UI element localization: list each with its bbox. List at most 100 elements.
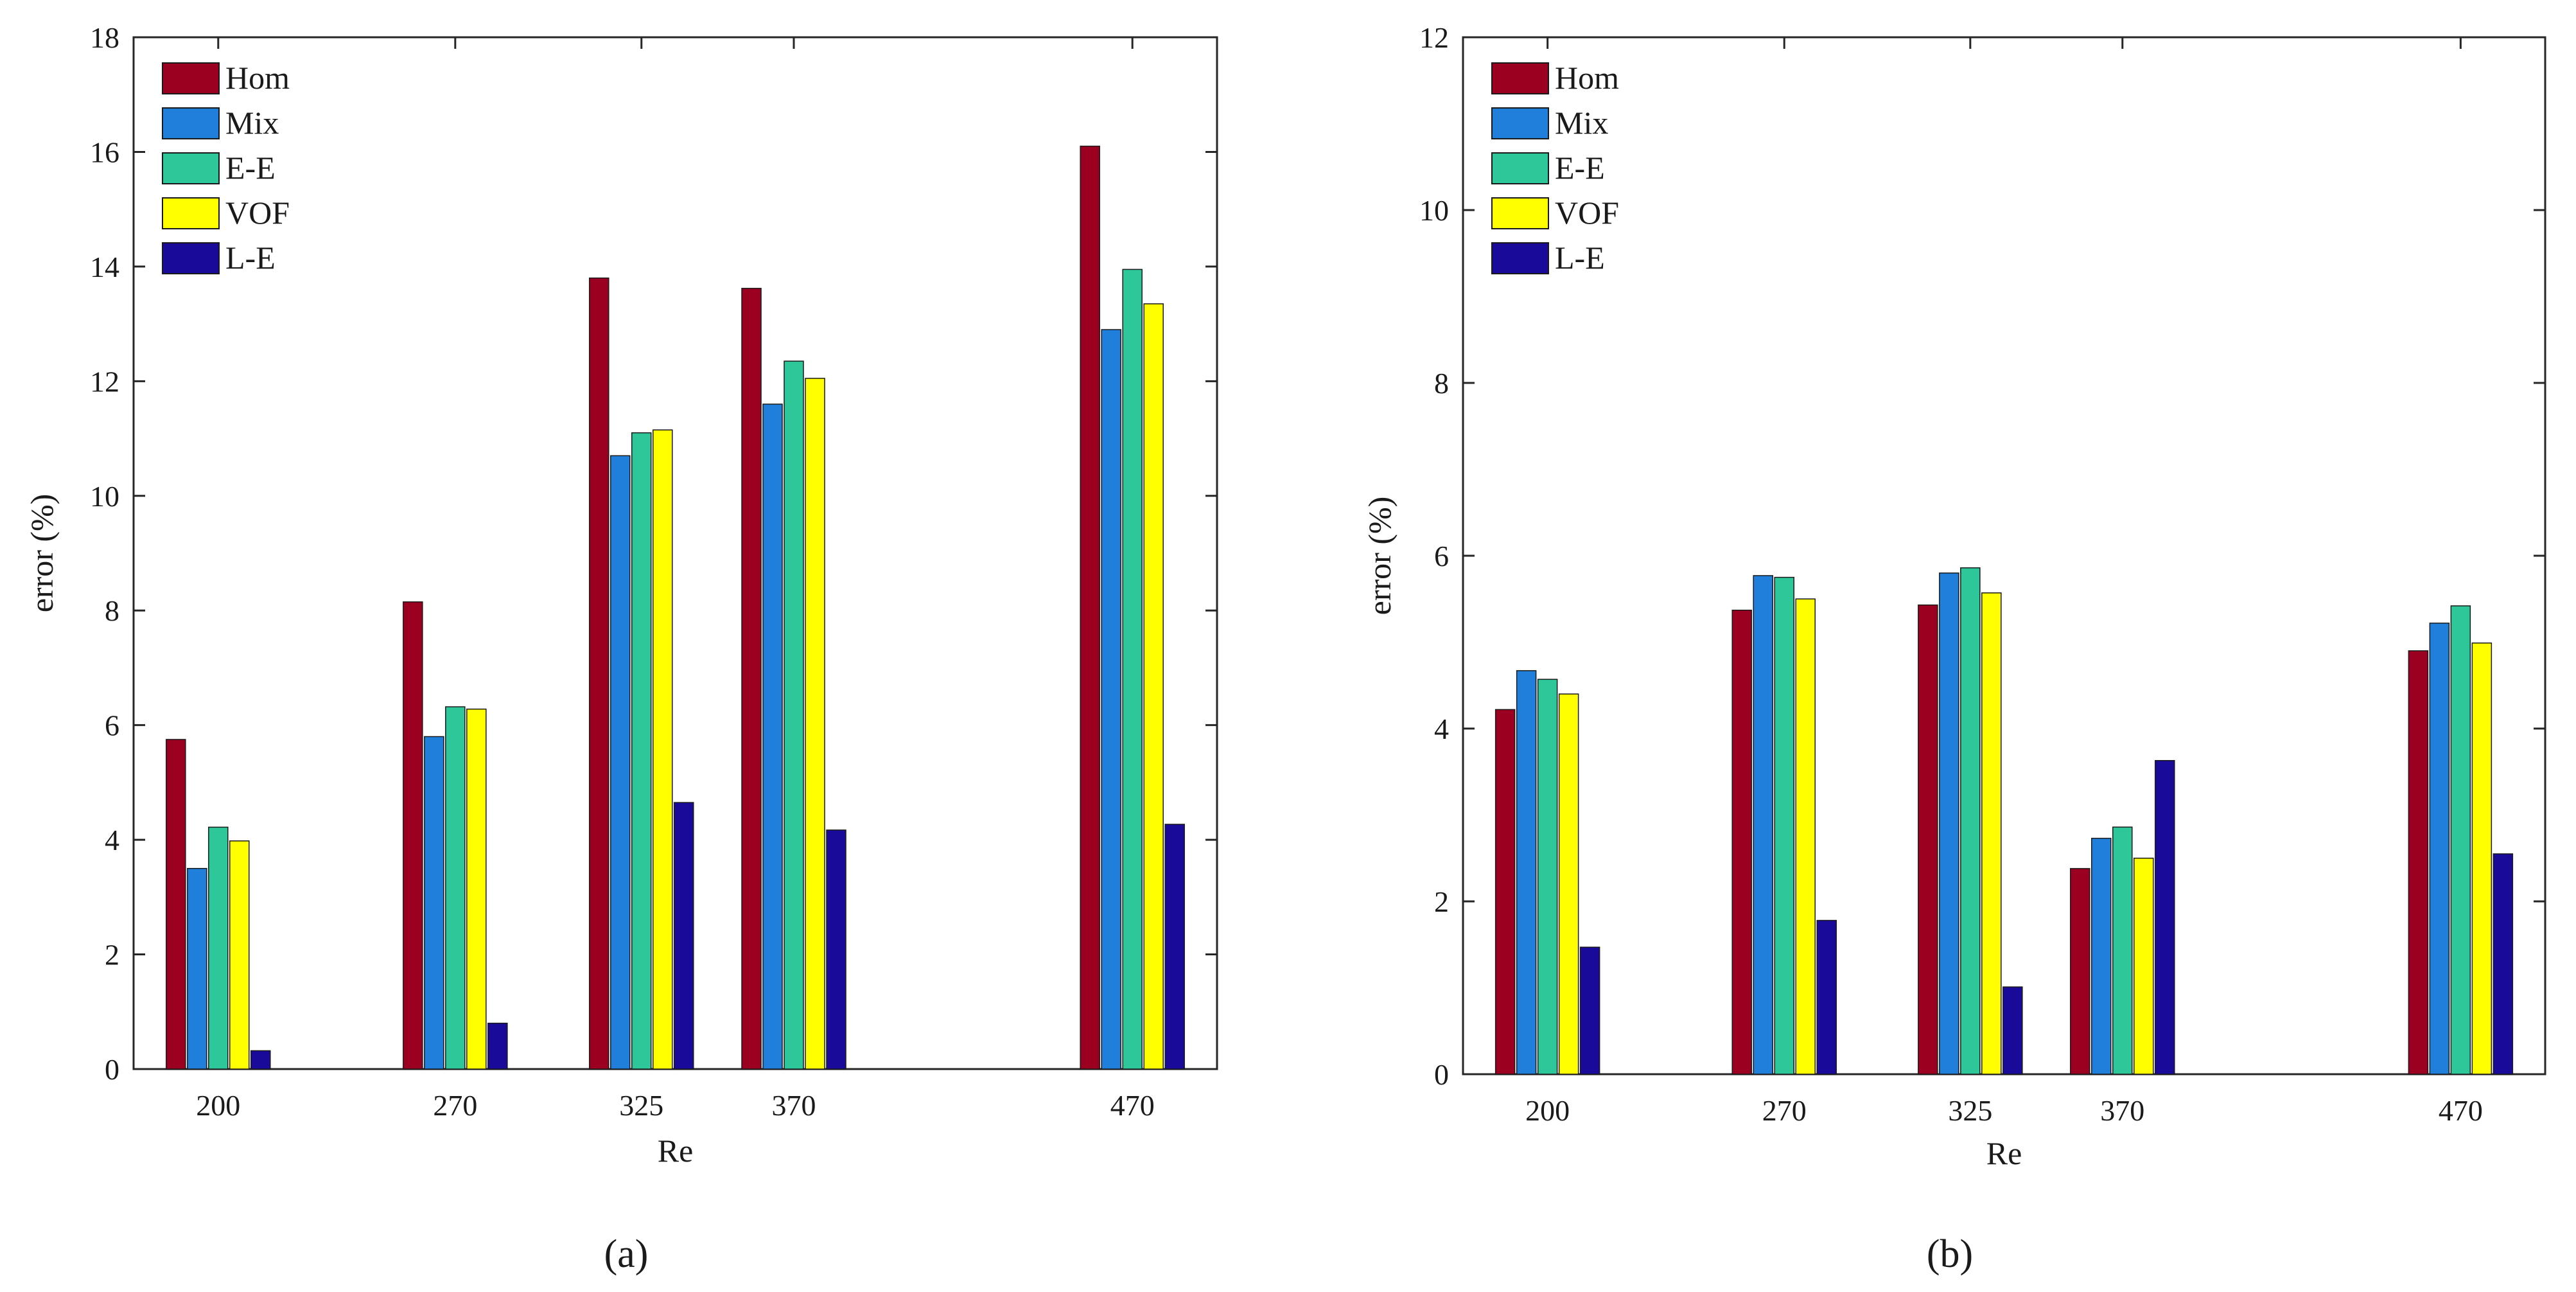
bar-vof-470 <box>1143 303 1164 1070</box>
bar-mix-470 <box>2429 623 2450 1075</box>
x-tick-label: 270 <box>1762 1094 1807 1127</box>
bar-hom-270 <box>403 601 423 1070</box>
bar-vof-270 <box>466 708 487 1070</box>
bar-hom-370 <box>741 288 762 1070</box>
bar-hom-270 <box>1731 609 1752 1075</box>
bar-e-e-370 <box>784 360 804 1070</box>
x-tick-label: 325 <box>619 1089 663 1122</box>
bar-e-e-370 <box>2112 826 2133 1075</box>
x-tick-label: 200 <box>1525 1094 1570 1127</box>
bar-mix-200 <box>187 867 207 1070</box>
y-tick-label: 12 <box>1419 21 1449 54</box>
legend-swatch-mix <box>162 107 220 139</box>
x-axis-label: Re <box>658 1133 694 1169</box>
legend-label-l-e: L-E <box>1555 240 1605 276</box>
bar-vof-370 <box>805 378 825 1070</box>
bar-vof-325 <box>1981 592 2002 1075</box>
legend-swatch-l-e <box>162 242 220 274</box>
bar-l-e-325 <box>2002 986 2023 1075</box>
legend-label-l-e: L-E <box>225 240 276 276</box>
bar-l-e-470 <box>1164 824 1185 1070</box>
bar-mix-270 <box>424 736 444 1070</box>
y-tick-label: 0 <box>1434 1058 1449 1091</box>
bar-e-e-200 <box>208 826 229 1070</box>
bar-l-e-200 <box>1579 946 1600 1075</box>
bar-mix-200 <box>1516 670 1537 1075</box>
y-tick-label: 12 <box>90 365 119 398</box>
bar-vof-200 <box>1558 693 1579 1075</box>
legend-label-hom: Hom <box>225 60 290 96</box>
bar-hom-325 <box>1918 604 1938 1075</box>
legend-label-e-e: E-E <box>225 150 276 186</box>
bar-l-e-270 <box>487 1022 508 1070</box>
bar-mix-325 <box>610 455 631 1070</box>
legend-label-mix: Mix <box>225 105 279 141</box>
y-tick-label: 2 <box>1434 885 1449 918</box>
y-tick-label: 6 <box>105 709 119 742</box>
x-axis-label: Re <box>1986 1135 2022 1171</box>
panel-label: (a) <box>604 1232 649 1276</box>
bar-l-e-370 <box>826 829 846 1070</box>
bar-mix-370 <box>2091 838 2112 1075</box>
bar-mix-270 <box>1753 575 1773 1075</box>
legend-label-hom: Hom <box>1555 60 1619 96</box>
bar-hom-470 <box>2408 650 2429 1075</box>
legend-label-mix: Mix <box>1555 105 1608 141</box>
legend-swatch-l-e <box>1491 242 1549 274</box>
legend-swatch-hom <box>1491 62 1549 94</box>
y-tick-label: 10 <box>1419 194 1449 227</box>
y-tick-label: 14 <box>90 251 119 283</box>
bar-mix-370 <box>762 403 783 1070</box>
bar-mix-325 <box>1939 572 1959 1075</box>
bar-e-e-325 <box>631 432 652 1070</box>
bar-vof-270 <box>1795 598 1816 1075</box>
y-tick-label: 2 <box>105 939 119 971</box>
x-tick-label: 200 <box>196 1089 240 1122</box>
x-tick-label: 370 <box>2100 1094 2144 1127</box>
legend-label-e-e: E-E <box>1555 150 1605 186</box>
bar-e-e-200 <box>1537 678 1558 1075</box>
bar-e-e-470 <box>2450 605 2471 1075</box>
bar-vof-470 <box>2471 642 2493 1075</box>
bar-hom-325 <box>589 277 609 1070</box>
y-tick-label: 4 <box>105 824 119 856</box>
bar-hom-200 <box>1494 709 1516 1075</box>
legend-swatch-e-e <box>162 152 220 184</box>
legend-swatch-vof <box>162 197 220 229</box>
bar-l-e-200 <box>250 1050 271 1070</box>
y-tick-label: 0 <box>105 1053 119 1086</box>
x-tick-label: 325 <box>1948 1094 1992 1127</box>
y-tick-label: 18 <box>90 21 119 54</box>
bar-hom-200 <box>166 739 186 1070</box>
legend-swatch-mix <box>1491 107 1549 139</box>
bar-hom-470 <box>1080 145 1100 1070</box>
chart-panel-1: 0 2 4 6 8 10 12 200 270 325 370 470 Hom Mix E-E VOF L-E R… <box>1362 21 2546 1276</box>
y-axis-label: error (%) <box>1362 497 1398 615</box>
legend-swatch-e-e <box>1491 152 1549 184</box>
bar-l-e-370 <box>2155 760 2175 1075</box>
y-tick-label: 4 <box>1434 712 1449 745</box>
x-tick-label: 470 <box>2439 1094 2483 1127</box>
bar-e-e-270 <box>445 706 466 1070</box>
y-axis-label: error (%) <box>24 494 60 613</box>
y-tick-label: 8 <box>1434 367 1449 400</box>
legend-label-vof: VOF <box>225 195 290 231</box>
bar-l-e-325 <box>674 802 694 1070</box>
x-tick-label: 470 <box>1110 1089 1155 1122</box>
legend-swatch-vof <box>1491 197 1549 229</box>
y-tick-label: 10 <box>90 480 119 513</box>
y-tick-label: 6 <box>1434 540 1449 572</box>
bar-e-e-325 <box>1960 567 1981 1075</box>
plot-frame <box>1462 36 2546 1075</box>
bar-hom-370 <box>2070 868 2090 1075</box>
chart-panel-0: 0 2 4 6 8 10 12 14 16 18 200 270 325 370 470 Hom Mix E-E V… <box>24 21 1218 1276</box>
x-tick-label: 370 <box>772 1089 816 1122</box>
x-tick-label: 270 <box>433 1089 477 1122</box>
bar-vof-325 <box>653 429 673 1070</box>
bar-e-e-270 <box>1774 576 1794 1075</box>
legend-swatch-hom <box>162 62 220 94</box>
legend-label-vof: VOF <box>1555 195 1619 231</box>
bar-l-e-470 <box>2493 853 2514 1075</box>
panel-label: (b) <box>1927 1232 1973 1276</box>
